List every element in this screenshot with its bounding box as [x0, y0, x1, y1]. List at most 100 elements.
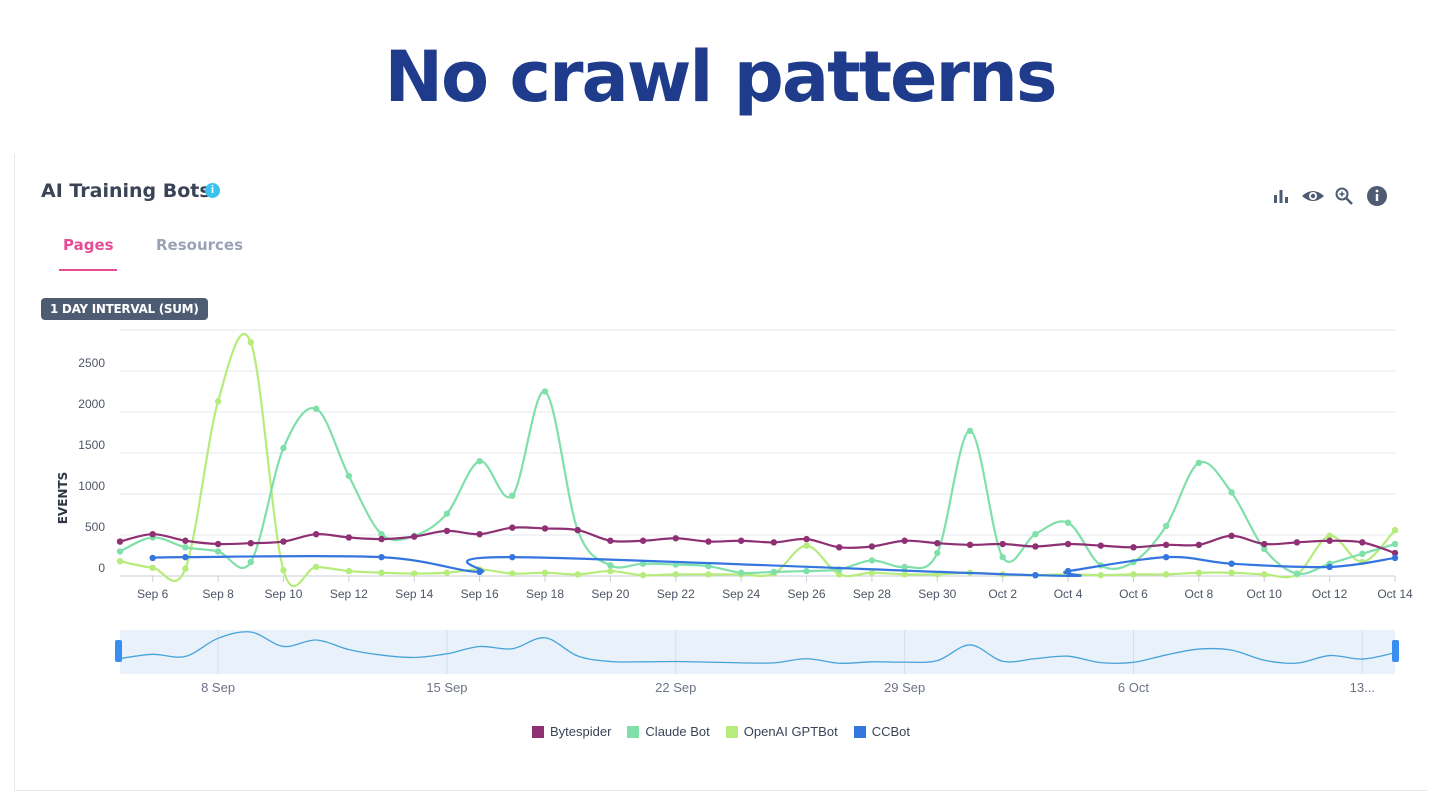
data-point-openai-gptbot[interactable]	[1261, 571, 1268, 578]
navigator-right-handle[interactable]	[1392, 640, 1399, 662]
data-point-bytespider[interactable]	[1195, 541, 1203, 549]
data-point-openai-gptbot[interactable]	[639, 571, 647, 579]
data-point-bytespider[interactable]	[443, 527, 451, 535]
navigator-left-handle[interactable]	[115, 640, 122, 662]
data-point-bytespider[interactable]	[901, 537, 908, 544]
data-point-bytespider[interactable]	[476, 530, 483, 538]
data-point-bytespider[interactable]	[770, 539, 778, 546]
data-point-openai-gptbot[interactable]	[214, 398, 222, 405]
data-point-bytespider[interactable]	[672, 535, 679, 542]
data-point-bytespider[interactable]	[149, 530, 156, 538]
data-point-bytespider[interactable]	[705, 538, 712, 545]
data-point-bytespider[interactable]	[803, 535, 810, 543]
data-point-claude-bot[interactable]	[705, 562, 712, 570]
data-point-claude-bot[interactable]	[966, 427, 974, 435]
data-point-openai-gptbot[interactable]	[574, 571, 581, 578]
data-point-openai-gptbot[interactable]	[116, 558, 124, 565]
data-point-bytespider[interactable]	[1097, 542, 1104, 549]
data-point-ccbot[interactable]	[1326, 563, 1333, 571]
data-point-bytespider[interactable]	[345, 534, 353, 541]
data-point-ccbot[interactable]	[182, 553, 189, 561]
data-point-claude-bot[interactable]	[116, 548, 124, 555]
data-point-bytespider[interactable]	[541, 525, 549, 532]
data-point-bytespider[interactable]	[639, 537, 647, 544]
data-point-claude-bot[interactable]	[639, 560, 647, 567]
data-point-claude-bot[interactable]	[541, 388, 549, 395]
data-point-bytespider[interactable]	[836, 544, 843, 551]
data-point-ccbot[interactable]	[1032, 571, 1039, 579]
data-point-openai-gptbot[interactable]	[509, 570, 516, 577]
data-point-openai-gptbot[interactable]	[705, 571, 712, 578]
legend-item-claude-bot[interactable]: Claude Bot	[627, 724, 710, 739]
data-point-bytespider[interactable]	[999, 540, 1006, 548]
data-point-claude-bot[interactable]	[607, 562, 614, 569]
data-point-openai-gptbot[interactable]	[901, 571, 908, 578]
data-point-claude-bot[interactable]	[247, 558, 254, 566]
bar-chart-icon[interactable]	[1271, 186, 1291, 206]
data-point-bytespider[interactable]	[214, 540, 222, 548]
data-point-bytespider[interactable]	[1162, 541, 1170, 549]
data-point-claude-bot[interactable]	[1064, 519, 1072, 526]
legend-item-bytespider[interactable]: Bytespider	[532, 724, 611, 739]
data-point-bytespider[interactable]	[1359, 539, 1366, 546]
data-point-bytespider[interactable]	[1130, 544, 1137, 551]
data-point-claude-bot[interactable]	[1195, 459, 1203, 467]
data-point-ccbot[interactable]	[149, 554, 156, 562]
eye-icon[interactable]	[1301, 186, 1325, 206]
data-point-openai-gptbot[interactable]	[1162, 571, 1170, 578]
data-point-claude-bot[interactable]	[1359, 550, 1366, 558]
data-point-openai-gptbot[interactable]	[1195, 569, 1203, 576]
data-point-openai-gptbot[interactable]	[280, 567, 287, 574]
data-point-ccbot[interactable]	[378, 553, 385, 561]
data-point-claude-bot[interactable]	[1261, 545, 1268, 553]
data-point-bytespider[interactable]	[1293, 539, 1301, 546]
data-point-openai-gptbot[interactable]	[803, 542, 810, 549]
data-point-openai-gptbot[interactable]	[378, 569, 385, 576]
data-point-claude-bot[interactable]	[312, 405, 320, 412]
data-point-claude-bot[interactable]	[901, 563, 908, 571]
data-point-claude-bot[interactable]	[509, 492, 516, 499]
data-point-bytespider[interactable]	[378, 535, 385, 543]
data-point-openai-gptbot[interactable]	[1097, 571, 1104, 579]
data-point-bytespider[interactable]	[411, 533, 418, 540]
data-point-openai-gptbot[interactable]	[149, 564, 156, 571]
data-point-openai-gptbot[interactable]	[1130, 571, 1137, 578]
data-point-bytespider[interactable]	[1391, 549, 1399, 557]
info-circle-icon[interactable]: i	[205, 183, 220, 198]
data-point-bytespider[interactable]	[247, 540, 254, 547]
data-point-bytespider[interactable]	[116, 538, 124, 545]
data-point-bytespider[interactable]	[1326, 537, 1333, 544]
data-point-bytespider[interactable]	[280, 538, 287, 545]
tab-pages[interactable]: Pages	[63, 236, 114, 254]
data-point-ccbot[interactable]	[476, 568, 483, 576]
data-point-claude-bot[interactable]	[1228, 489, 1235, 496]
data-point-bytespider[interactable]	[966, 541, 974, 549]
data-point-openai-gptbot[interactable]	[1326, 532, 1333, 540]
data-point-claude-bot[interactable]	[999, 553, 1006, 561]
data-point-bytespider[interactable]	[182, 537, 189, 544]
data-point-claude-bot[interactable]	[214, 548, 222, 555]
data-point-claude-bot[interactable]	[476, 458, 483, 465]
data-point-openai-gptbot[interactable]	[541, 569, 549, 576]
data-point-openai-gptbot[interactable]	[247, 339, 254, 346]
data-point-claude-bot[interactable]	[1391, 540, 1399, 548]
data-point-claude-bot[interactable]	[1293, 570, 1301, 577]
data-point-openai-gptbot[interactable]	[607, 567, 614, 575]
data-point-openai-gptbot[interactable]	[868, 569, 876, 576]
data-point-ccbot[interactable]	[1391, 554, 1399, 562]
data-point-claude-bot[interactable]	[1162, 522, 1170, 530]
data-point-bytespider[interactable]	[312, 530, 320, 538]
data-point-claude-bot[interactable]	[378, 530, 385, 538]
data-point-bytespider[interactable]	[1032, 543, 1039, 550]
data-point-bytespider[interactable]	[607, 537, 614, 544]
data-point-claude-bot[interactable]	[803, 567, 810, 575]
data-point-openai-gptbot[interactable]	[672, 571, 679, 578]
data-point-claude-bot[interactable]	[182, 544, 189, 551]
info-icon[interactable]	[1366, 185, 1388, 207]
zoom-icon[interactable]	[1334, 186, 1354, 206]
data-point-bytespider[interactable]	[1228, 532, 1235, 540]
data-point-bytespider[interactable]	[509, 524, 516, 531]
data-point-claude-bot[interactable]	[934, 549, 941, 557]
data-point-openai-gptbot[interactable]	[836, 571, 843, 578]
data-point-bytespider[interactable]	[1261, 540, 1268, 548]
